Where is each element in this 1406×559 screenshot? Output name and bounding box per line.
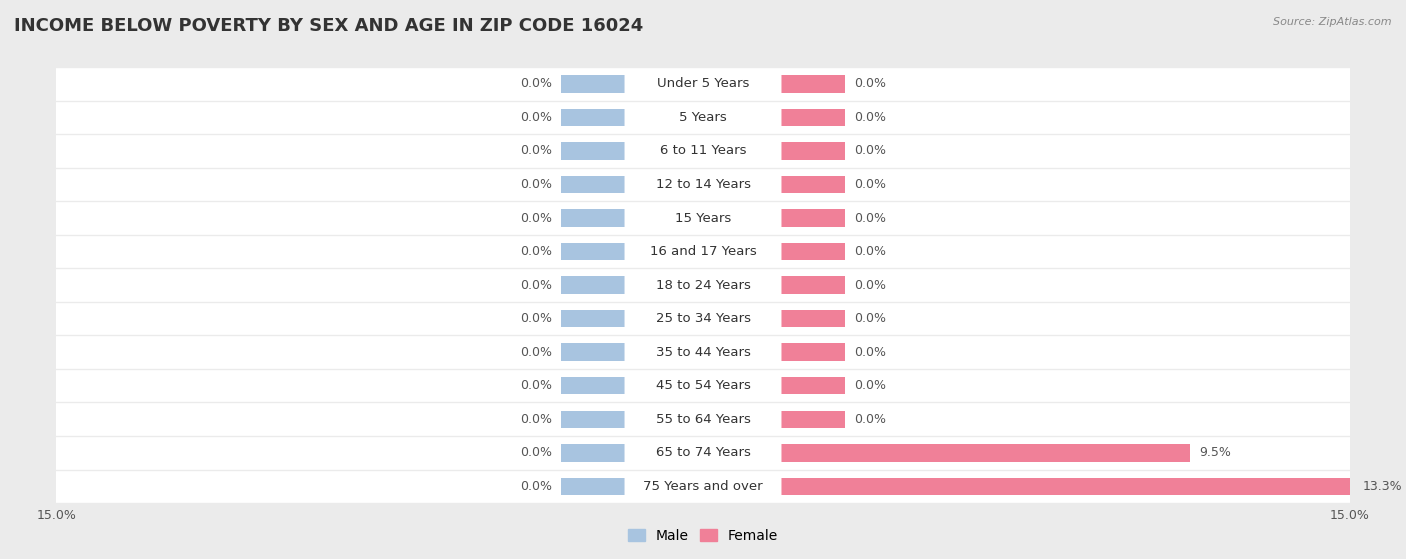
Text: 0.0%: 0.0% [853, 111, 886, 124]
Bar [780, 142, 845, 160]
Text: 0.0%: 0.0% [520, 312, 553, 325]
FancyBboxPatch shape [624, 308, 782, 329]
Bar [561, 176, 626, 193]
Bar [780, 310, 845, 328]
Bar [780, 410, 845, 428]
Text: 0.0%: 0.0% [520, 144, 553, 158]
Bar [561, 276, 626, 294]
Text: INCOME BELOW POVERTY BY SEX AND AGE IN ZIP CODE 16024: INCOME BELOW POVERTY BY SEX AND AGE IN Z… [14, 17, 644, 35]
Text: 0.0%: 0.0% [853, 211, 886, 225]
Text: 0.0%: 0.0% [520, 379, 553, 392]
FancyBboxPatch shape [624, 409, 782, 430]
FancyBboxPatch shape [624, 174, 782, 195]
Text: 0.0%: 0.0% [853, 278, 886, 292]
Bar [56, 134, 1350, 168]
Text: 0.0%: 0.0% [853, 413, 886, 426]
Bar [56, 402, 1350, 436]
Text: 35 to 44 Years: 35 to 44 Years [655, 345, 751, 359]
Text: 0.0%: 0.0% [520, 345, 553, 359]
Text: 15 Years: 15 Years [675, 211, 731, 225]
Text: 0.0%: 0.0% [853, 312, 886, 325]
Bar [56, 436, 1350, 470]
FancyBboxPatch shape [624, 375, 782, 396]
Text: 18 to 24 Years: 18 to 24 Years [655, 278, 751, 292]
Text: 25 to 34 Years: 25 to 34 Years [655, 312, 751, 325]
Text: 0.0%: 0.0% [853, 379, 886, 392]
Text: 0.0%: 0.0% [520, 77, 553, 91]
Text: 0.0%: 0.0% [853, 345, 886, 359]
Bar [561, 75, 626, 93]
Text: 12 to 14 Years: 12 to 14 Years [655, 178, 751, 191]
Bar [56, 302, 1350, 335]
Bar [561, 310, 626, 328]
Bar [780, 75, 845, 93]
Text: Source: ZipAtlas.com: Source: ZipAtlas.com [1274, 17, 1392, 27]
Text: 65 to 74 Years: 65 to 74 Years [655, 446, 751, 459]
Bar [561, 377, 626, 395]
Bar [56, 168, 1350, 201]
Text: 0.0%: 0.0% [853, 77, 886, 91]
Text: 13.3%: 13.3% [1362, 480, 1402, 493]
Text: 0.0%: 0.0% [520, 278, 553, 292]
Bar [56, 369, 1350, 402]
Text: Under 5 Years: Under 5 Years [657, 77, 749, 91]
Bar [56, 470, 1350, 503]
Text: 0.0%: 0.0% [520, 446, 553, 459]
Bar [561, 444, 626, 462]
Bar [56, 201, 1350, 235]
Bar [561, 410, 626, 428]
FancyBboxPatch shape [624, 274, 782, 296]
Bar [561, 209, 626, 227]
Bar [780, 343, 845, 361]
Bar [780, 377, 845, 395]
Text: 6 to 11 Years: 6 to 11 Years [659, 144, 747, 158]
Bar [780, 243, 845, 260]
Bar [561, 477, 626, 495]
Bar [780, 108, 845, 126]
Bar [56, 335, 1350, 369]
Bar [780, 176, 845, 193]
FancyBboxPatch shape [624, 207, 782, 229]
Text: 0.0%: 0.0% [520, 413, 553, 426]
FancyBboxPatch shape [624, 442, 782, 463]
FancyBboxPatch shape [624, 342, 782, 363]
FancyBboxPatch shape [624, 107, 782, 128]
Bar [780, 444, 1191, 462]
Text: 55 to 64 Years: 55 to 64 Years [655, 413, 751, 426]
Bar [56, 235, 1350, 268]
Bar [561, 108, 626, 126]
FancyBboxPatch shape [624, 140, 782, 162]
Bar [561, 142, 626, 160]
Bar [780, 209, 845, 227]
Legend: Male, Female: Male, Female [623, 523, 783, 548]
Text: 0.0%: 0.0% [853, 245, 886, 258]
Text: 0.0%: 0.0% [520, 178, 553, 191]
Text: 0.0%: 0.0% [520, 480, 553, 493]
Bar [561, 343, 626, 361]
Text: 0.0%: 0.0% [853, 144, 886, 158]
Bar [56, 67, 1350, 101]
Bar [780, 276, 845, 294]
FancyBboxPatch shape [624, 73, 782, 94]
FancyBboxPatch shape [624, 476, 782, 497]
Text: 45 to 54 Years: 45 to 54 Years [655, 379, 751, 392]
Text: 75 Years and over: 75 Years and over [643, 480, 763, 493]
Bar [561, 243, 626, 260]
FancyBboxPatch shape [624, 241, 782, 262]
Bar [56, 101, 1350, 134]
Text: 0.0%: 0.0% [520, 211, 553, 225]
Text: 0.0%: 0.0% [520, 245, 553, 258]
Bar [56, 268, 1350, 302]
Text: 16 and 17 Years: 16 and 17 Years [650, 245, 756, 258]
Text: 5 Years: 5 Years [679, 111, 727, 124]
Bar [780, 477, 1354, 495]
Text: 9.5%: 9.5% [1199, 446, 1230, 459]
Text: 0.0%: 0.0% [520, 111, 553, 124]
Text: 0.0%: 0.0% [853, 178, 886, 191]
